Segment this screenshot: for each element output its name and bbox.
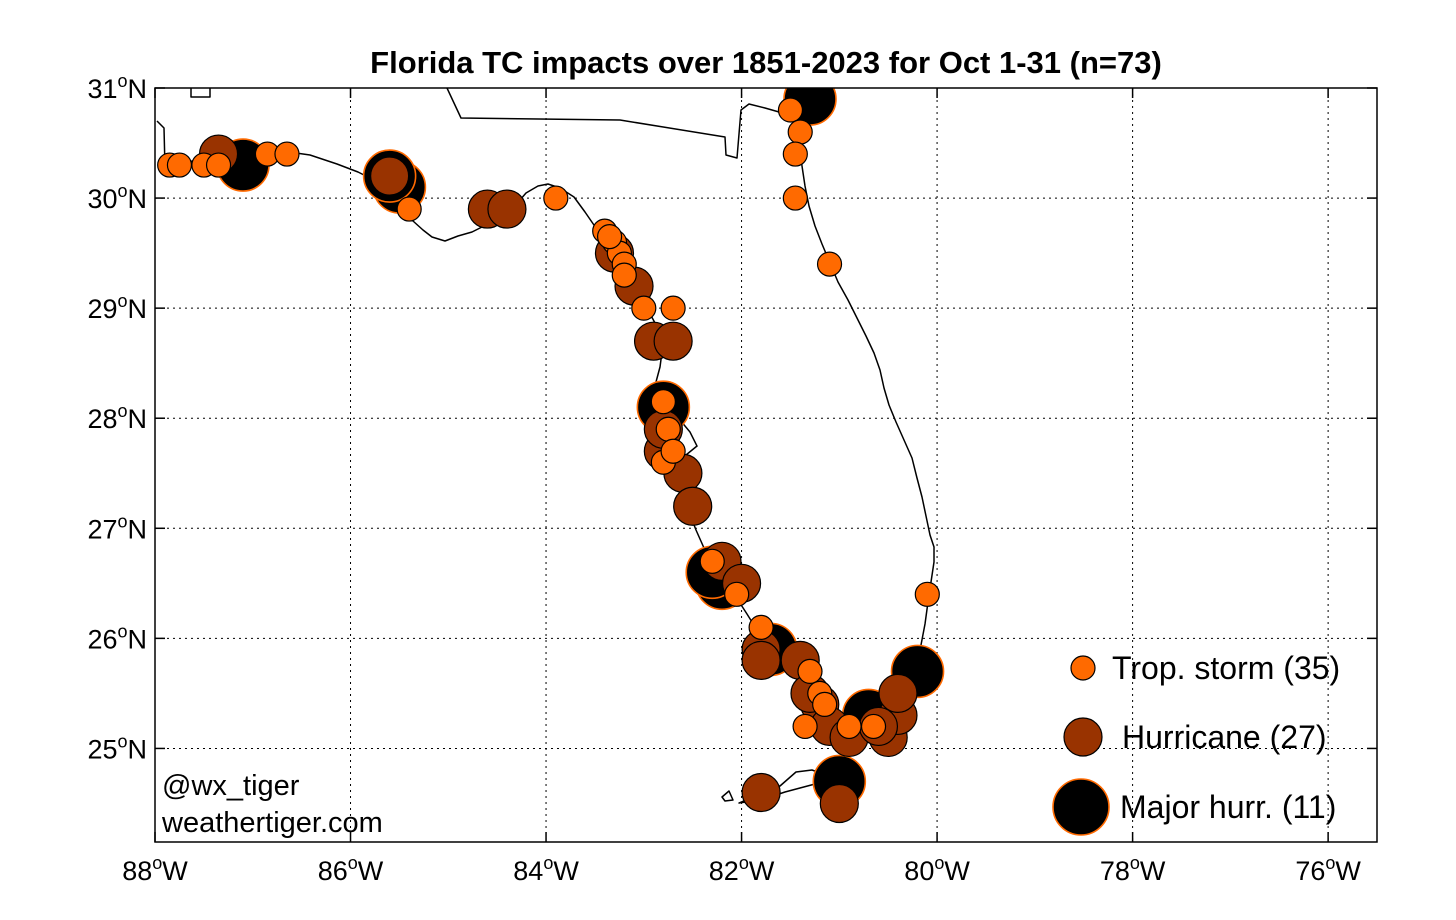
chart-title: Florida TC impacts over 1851-2023 for Oc… bbox=[370, 45, 1162, 80]
impact-point bbox=[699, 548, 725, 574]
impact-point bbox=[741, 772, 781, 813]
florida-state-border bbox=[190, 88, 780, 159]
legend-label: Major hurr. (11) bbox=[1120, 789, 1336, 825]
plot-border bbox=[154, 87, 1378, 843]
legend: Trop. storm (35) Hurricane (27) Major hurr… bbox=[1052, 650, 1340, 836]
y-tick-label: 26oN bbox=[87, 621, 147, 654]
impact-point bbox=[487, 189, 527, 229]
impact-point bbox=[650, 389, 676, 415]
x-tick-label: 80oW bbox=[904, 853, 970, 886]
y-axis: 31oN 30oN 29oN 28oN 27oN 26oN 25oN bbox=[87, 71, 1377, 764]
impact-point bbox=[660, 438, 686, 464]
impact-point bbox=[812, 691, 838, 718]
impact-point bbox=[782, 185, 808, 211]
impact-point bbox=[673, 486, 713, 526]
impact-point bbox=[797, 658, 823, 684]
impact-point bbox=[860, 713, 887, 740]
impact-point bbox=[819, 783, 859, 824]
impact-point bbox=[611, 262, 637, 288]
y-tick-label: 28oN bbox=[87, 401, 147, 434]
impact-point bbox=[741, 640, 781, 680]
x-tick-label: 86oW bbox=[318, 853, 384, 886]
impact-point bbox=[653, 321, 693, 361]
y-tick-label: 27oN bbox=[87, 511, 147, 544]
x-tick-label: 84oW bbox=[513, 853, 579, 886]
plot-area bbox=[155, 88, 1377, 842]
legend-label: Trop. storm (35) bbox=[1112, 650, 1340, 686]
series-trop-storm bbox=[157, 97, 940, 740]
impact-point bbox=[543, 185, 569, 211]
legend-marker bbox=[1052, 778, 1110, 836]
legend-marker bbox=[1063, 717, 1103, 757]
impact-point bbox=[274, 141, 300, 167]
y-tick-label: 31oN bbox=[87, 71, 147, 104]
impact-point bbox=[631, 295, 657, 321]
credit-website: weathertiger.com bbox=[161, 807, 383, 839]
x-tick-label: 78oW bbox=[1100, 853, 1166, 886]
x-tick-label: 82oW bbox=[709, 853, 775, 886]
x-tick-label: 88oW bbox=[122, 853, 188, 886]
impact-point bbox=[166, 152, 193, 178]
impact-point bbox=[816, 251, 843, 277]
credit-handle: @wx_tiger bbox=[162, 770, 300, 802]
impact-markers bbox=[157, 88, 945, 824]
impact-point bbox=[724, 581, 750, 607]
impact-point bbox=[655, 416, 681, 442]
impact-point bbox=[782, 141, 808, 167]
x-axis: 88oW 86oW 84oW 82oW 80oW 78oW 76oW bbox=[122, 88, 1361, 886]
impact-point bbox=[660, 295, 686, 321]
impact-point bbox=[792, 713, 818, 740]
impact-point bbox=[836, 713, 862, 740]
impact-point bbox=[748, 614, 774, 640]
legend-label: Hurricane (27) bbox=[1122, 719, 1327, 755]
x-tick-label: 76oW bbox=[1295, 853, 1361, 886]
y-tick-label: 25oN bbox=[87, 731, 147, 764]
impact-point bbox=[596, 223, 623, 250]
impact-point bbox=[396, 196, 422, 222]
y-tick-label: 29oN bbox=[87, 291, 147, 324]
impact-point bbox=[777, 97, 804, 123]
impact-point bbox=[370, 156, 410, 196]
impact-point bbox=[787, 119, 813, 145]
impact-point bbox=[914, 581, 940, 607]
legend-marker bbox=[1070, 655, 1096, 681]
impact-point bbox=[878, 673, 918, 714]
impact-point bbox=[205, 152, 232, 178]
y-tick-label: 30oN bbox=[87, 181, 147, 214]
